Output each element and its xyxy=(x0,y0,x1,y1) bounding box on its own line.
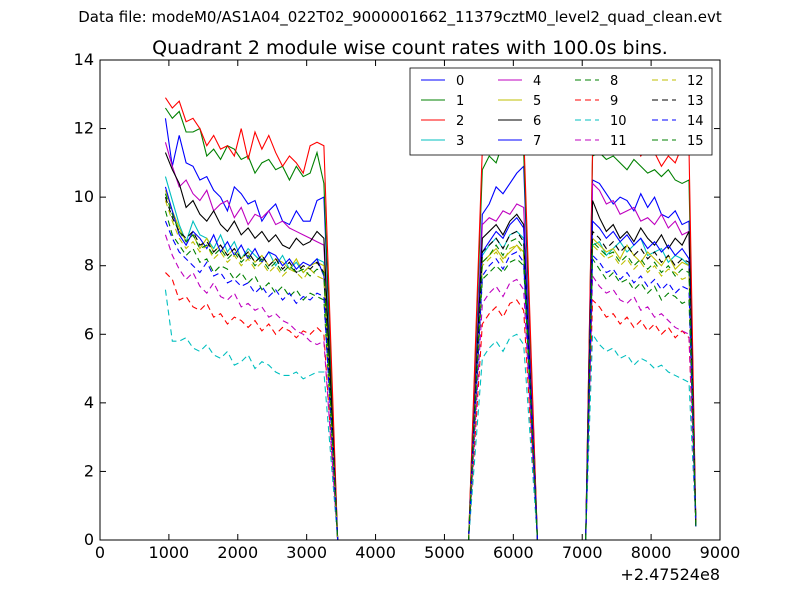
series-line-12 xyxy=(164,200,697,540)
series-line-15 xyxy=(164,193,697,540)
series-line-1 xyxy=(164,107,697,540)
legend-label-5: 5 xyxy=(533,94,541,109)
legend-label-4: 4 xyxy=(533,74,541,89)
series-line-13 xyxy=(164,196,697,540)
x-tick-label-3000: 3000 xyxy=(286,543,327,562)
legend-label-0: 0 xyxy=(456,74,464,89)
legend-label-3: 3 xyxy=(456,134,464,149)
series-line-7 xyxy=(164,186,697,540)
series-line-8 xyxy=(164,210,697,540)
y-tick-label-8: 8 xyxy=(84,256,94,275)
series-line-6 xyxy=(164,152,697,540)
series-line-4 xyxy=(164,142,697,540)
axes-frame xyxy=(99,59,721,541)
legend-label-11: 11 xyxy=(610,134,627,149)
series-line-0 xyxy=(164,118,697,540)
series-line-11 xyxy=(164,234,697,540)
y-tick-label-0: 0 xyxy=(84,530,94,549)
legend-label-12: 12 xyxy=(687,74,704,89)
series-line-10 xyxy=(164,289,697,540)
series-line-5 xyxy=(164,190,697,540)
y-tick-label-6: 6 xyxy=(84,324,94,343)
legend-label-14: 14 xyxy=(687,114,704,129)
legend-label-8: 8 xyxy=(610,74,618,89)
y-tick-label-12: 12 xyxy=(74,119,94,138)
x-tick-label-0: 0 xyxy=(95,543,105,562)
series-line-2 xyxy=(164,97,697,540)
legend-label-2: 2 xyxy=(456,114,464,129)
series-line-9 xyxy=(165,272,697,540)
legend-label-15: 15 xyxy=(687,134,704,149)
plot-area xyxy=(164,97,697,540)
legend-label-10: 10 xyxy=(610,114,627,129)
x-offset-label: +2.47524e8 xyxy=(620,565,720,584)
y-tick-label-14: 14 xyxy=(74,50,94,69)
series-line-14 xyxy=(164,220,697,540)
data-file-label: Data file: modeM0/AS1A04_022T02_90000016… xyxy=(78,8,722,26)
chart-title: Quadrant 2 module wise count rates with … xyxy=(152,37,668,59)
legend-label-13: 13 xyxy=(687,94,704,109)
legend-label-1: 1 xyxy=(456,94,464,109)
x-tick-label-1000: 1000 xyxy=(149,543,190,562)
y-tick-label-2: 2 xyxy=(84,461,94,480)
legend-label-6: 6 xyxy=(533,114,541,129)
x-tick-label-2000: 2000 xyxy=(217,543,258,562)
x-tick-label-9000: 9000 xyxy=(700,543,741,562)
x-tick-label-8000: 8000 xyxy=(631,543,672,562)
x-tick-label-5000: 5000 xyxy=(424,543,465,562)
legend-box xyxy=(409,67,713,156)
x-tick-label-7000: 7000 xyxy=(562,543,603,562)
legend-label-7: 7 xyxy=(533,134,541,149)
x-tick-label-4000: 4000 xyxy=(355,543,396,562)
x-tick-label-6000: 6000 xyxy=(493,543,534,562)
axes: 0 1000 2000 3000 4000 5000 6000 7000 8000 9000 0 2 4… xyxy=(74,50,741,562)
y-tick-label-4: 4 xyxy=(84,393,94,412)
legend-label-9: 9 xyxy=(610,94,618,109)
y-tick-label-10: 10 xyxy=(74,187,94,206)
